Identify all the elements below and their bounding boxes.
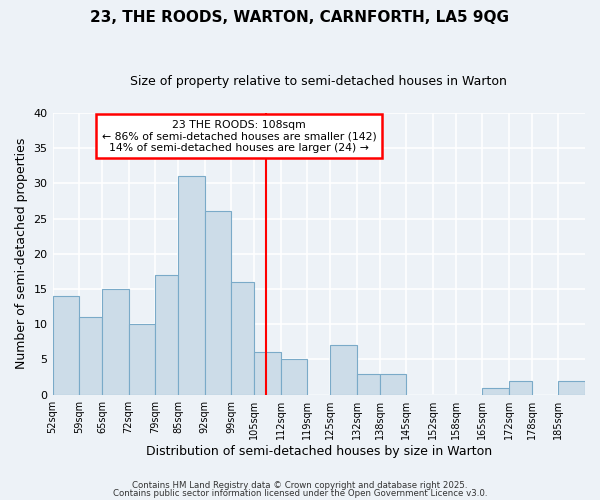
Text: Contains public sector information licensed under the Open Government Licence v3: Contains public sector information licen… <box>113 488 487 498</box>
Text: 23, THE ROODS, WARTON, CARNFORTH, LA5 9QG: 23, THE ROODS, WARTON, CARNFORTH, LA5 9Q… <box>91 10 509 25</box>
Bar <box>79 317 102 394</box>
X-axis label: Distribution of semi-detached houses by size in Warton: Distribution of semi-detached houses by … <box>146 444 492 458</box>
Text: Contains HM Land Registry data © Crown copyright and database right 2025.: Contains HM Land Registry data © Crown c… <box>132 481 468 490</box>
Bar <box>482 388 509 394</box>
Bar <box>155 275 178 394</box>
Bar <box>357 374 380 394</box>
Y-axis label: Number of semi-detached properties: Number of semi-detached properties <box>15 138 28 370</box>
Bar <box>128 324 155 394</box>
Bar <box>509 380 532 394</box>
Bar <box>178 176 205 394</box>
Bar <box>53 296 79 394</box>
Text: 23 THE ROODS: 108sqm
← 86% of semi-detached houses are smaller (142)
14% of semi: 23 THE ROODS: 108sqm ← 86% of semi-detac… <box>101 120 376 153</box>
Bar <box>231 282 254 395</box>
Bar <box>380 374 406 394</box>
Bar <box>281 360 307 394</box>
Bar <box>205 212 231 394</box>
Title: Size of property relative to semi-detached houses in Warton: Size of property relative to semi-detach… <box>130 75 507 88</box>
Bar <box>559 380 585 394</box>
Bar <box>330 346 357 395</box>
Bar <box>254 352 281 395</box>
Bar <box>102 289 128 395</box>
